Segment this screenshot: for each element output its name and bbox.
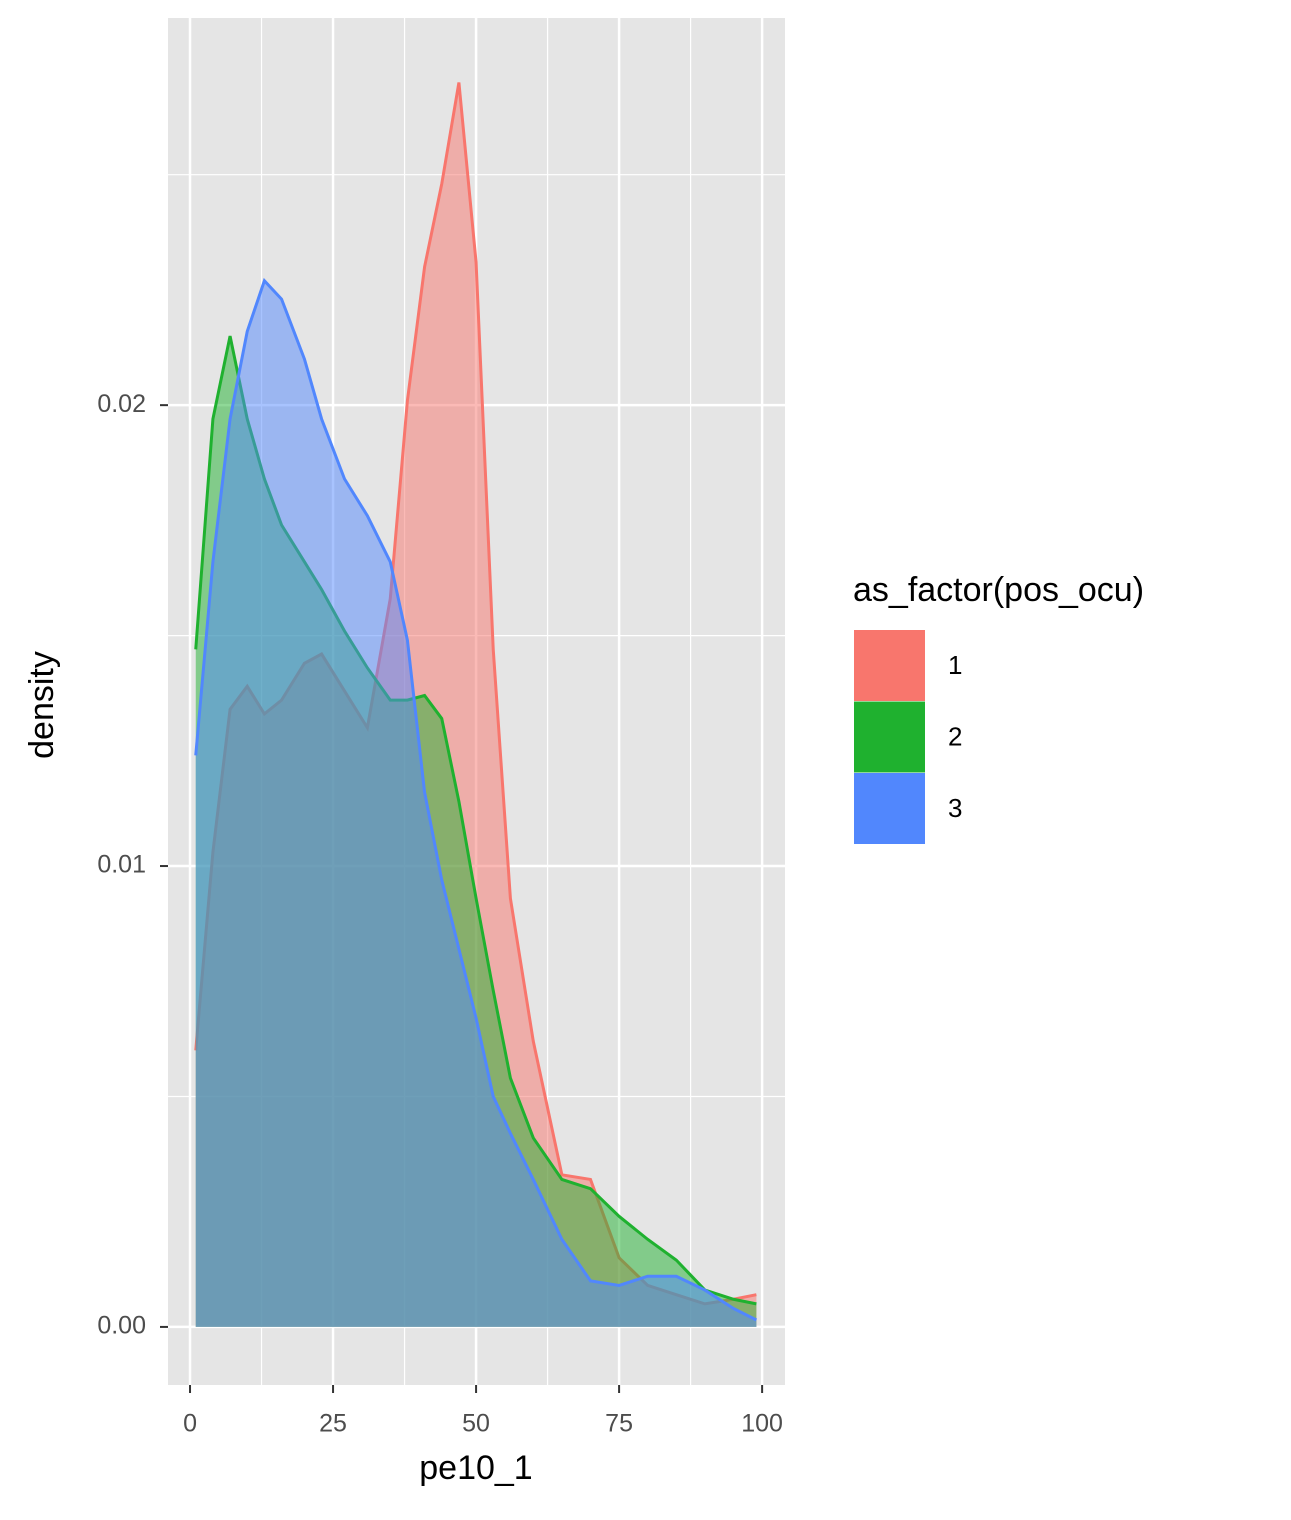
x-axis-title: pe10_1	[419, 1449, 532, 1487]
legend-key	[854, 773, 925, 844]
x-tick-label: 50	[462, 1410, 490, 1438]
x-tick-label: 100	[741, 1410, 783, 1438]
x-tick-label: 25	[319, 1410, 347, 1438]
legend-label: 3	[948, 793, 962, 823]
density-line	[194, 277, 758, 1322]
legend-key	[854, 630, 925, 701]
legend-key	[854, 701, 925, 773]
legend-label: 2	[948, 721, 962, 751]
x-tick-label: 0	[183, 1410, 197, 1438]
y-axis-title: density	[23, 651, 61, 759]
density-area	[195, 280, 757, 1327]
y-tick-label: 0.02	[97, 390, 146, 418]
x-tick-label: 75	[605, 1410, 633, 1438]
legend-title: as_factor(pos_ocu)	[853, 571, 1144, 609]
y-tick-label: 0.01	[97, 851, 146, 879]
y-tick-label: 0.00	[97, 1312, 146, 1340]
legend-label: 1	[948, 650, 962, 680]
